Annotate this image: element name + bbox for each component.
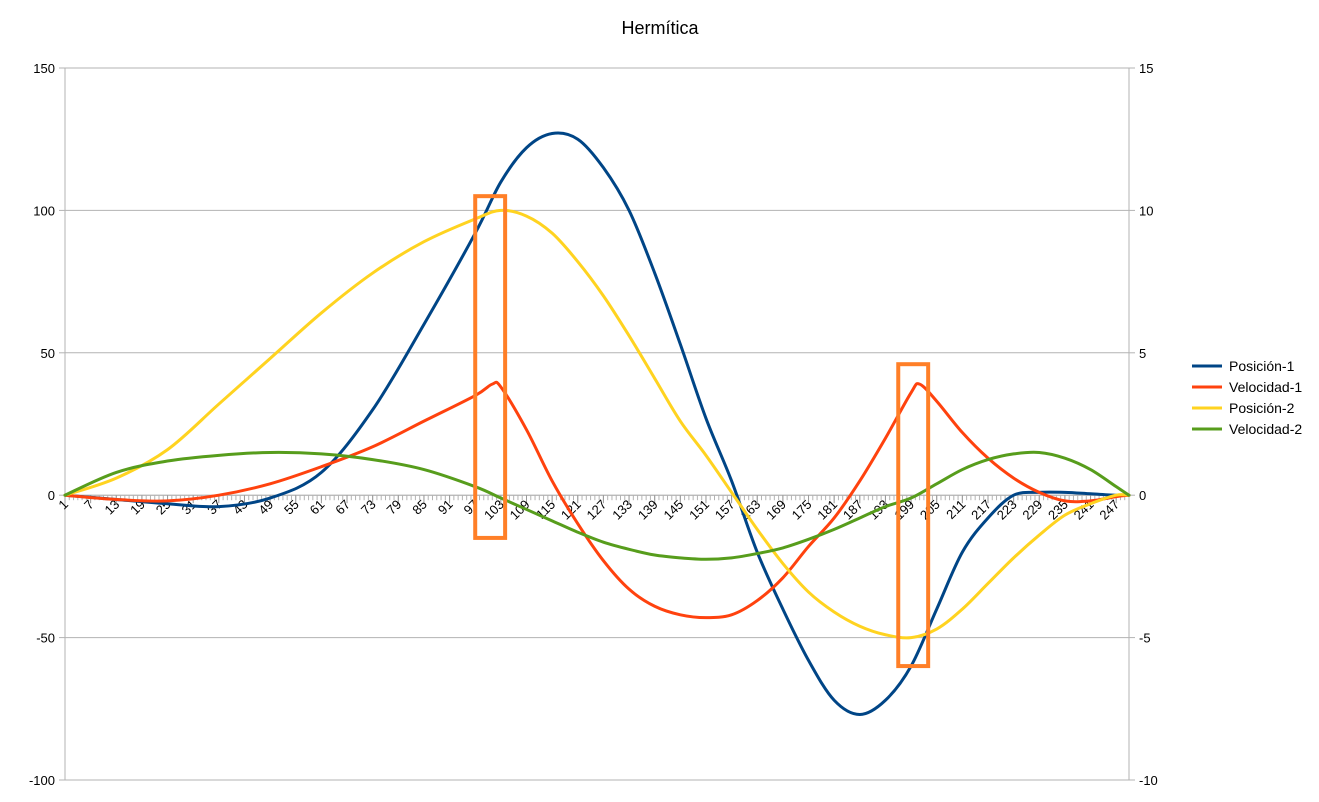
x-tick-label: 145 [660,497,686,523]
legend: Posición-1 Velocidad-1 Posición-2 Velocidad… [1192,358,1302,437]
legend-label-3: Posición-2 [1229,400,1295,416]
series-layer [63,131,1131,716]
x-tick-label: 127 [584,497,610,523]
x-tick-label: 175 [789,497,815,523]
y-right-tick-label: 15 [1139,61,1153,76]
y-right-tick-label: -5 [1139,631,1151,646]
series-line-1 [63,131,1131,716]
legend-label-1: Posición-1 [1229,358,1295,374]
y-left-tick-label: -50 [36,631,55,646]
x-tick-label: 67 [332,497,353,518]
x-tick-label: 85 [409,497,430,518]
x-tick-label: 139 [635,497,661,523]
chart-title: Hermítica [621,18,699,38]
x-tick-label: 187 [840,497,866,523]
x-tick-label: 229 [1019,497,1045,523]
y-left-tick-label: 0 [48,488,55,503]
x-tick-label: 1 [55,497,71,513]
x-tick-label: 55 [281,497,302,518]
highlight-box-2 [896,362,931,669]
legend-label-4: Velocidad-2 [1229,421,1302,437]
y-left-tick-label: 150 [33,61,55,76]
x-tick-label: 43 [230,497,251,518]
highlight-box-1 [473,194,508,540]
y-left-tick-label: -100 [29,773,55,788]
x-tick-label: 97 [461,497,482,518]
grid-layer [65,67,1129,781]
x-tick-label: 73 [358,497,379,518]
x-tick-label: 157 [712,497,738,523]
x-tick-label: 181 [814,497,840,523]
y-right-tick-label: 0 [1139,488,1146,503]
annotation-layer [473,194,931,669]
x-tick-label: 133 [609,497,635,523]
y-left-tick-label: 100 [33,203,55,218]
series-line-4 [63,450,1131,561]
y-right-tick-label: 5 [1139,346,1146,361]
x-tick-label: 217 [968,497,994,523]
x-tick-label: 79 [384,497,405,518]
x-tick-label: 61 [307,497,328,518]
x-tick-label: 151 [686,497,712,523]
y-right-tick-label: -10 [1139,773,1158,788]
y-left-tick-label: 50 [41,346,55,361]
x-tick-label: 169 [763,497,789,523]
x-tick-label: 211 [943,497,968,522]
series-line-3 [63,208,1131,640]
y-right-tick-label: 10 [1139,203,1153,218]
x-tick-label: 91 [435,497,456,518]
legend-label-2: Velocidad-1 [1229,379,1302,395]
